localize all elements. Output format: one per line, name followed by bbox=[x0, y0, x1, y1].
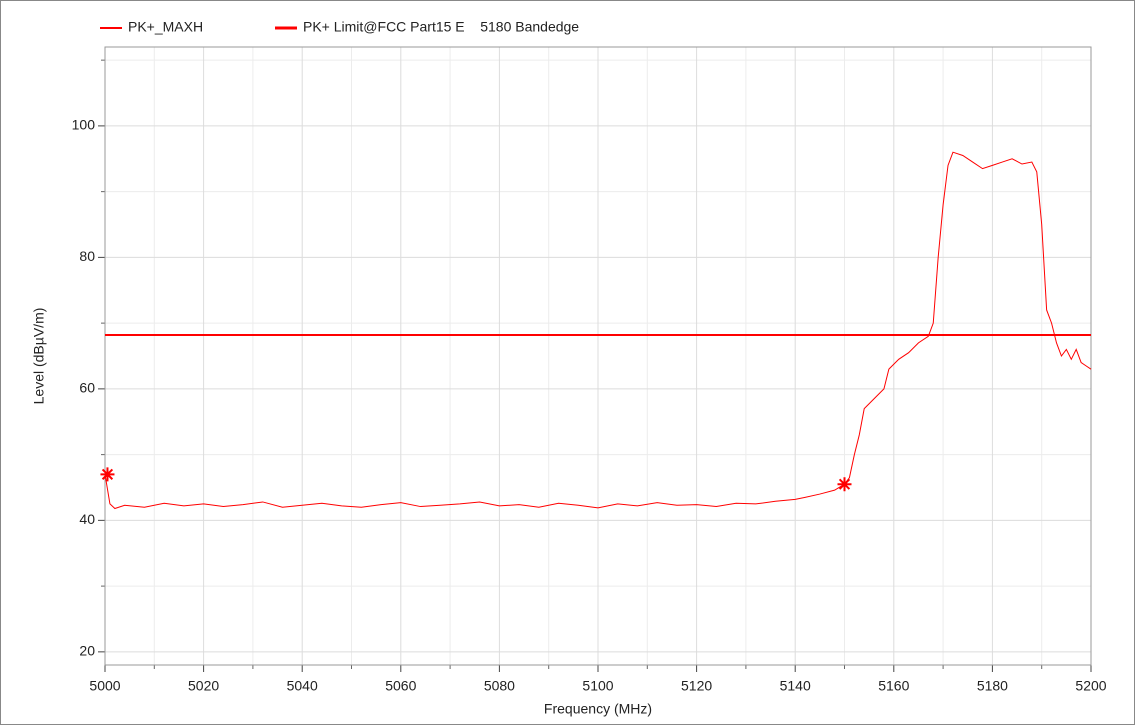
y-tick-label: 100 bbox=[72, 117, 96, 133]
x-tick-label: 5000 bbox=[89, 678, 120, 694]
x-tick-label: 5180 bbox=[977, 678, 1008, 694]
legend-label: PK+_MAXH bbox=[128, 19, 203, 35]
x-tick-label: 5100 bbox=[582, 678, 613, 694]
y-tick-label: 60 bbox=[79, 380, 95, 396]
x-tick-label: 5120 bbox=[681, 678, 712, 694]
x-tick-label: 5200 bbox=[1075, 678, 1106, 694]
x-tick-label: 5160 bbox=[878, 678, 909, 694]
marker bbox=[837, 477, 852, 492]
x-tick-label: 5140 bbox=[780, 678, 811, 694]
y-tick-label: 40 bbox=[79, 511, 95, 527]
legend-label: PK+ Limit@FCC Part15 E 5180 Bandedge bbox=[303, 19, 579, 35]
y-tick-label: 20 bbox=[79, 643, 95, 659]
x-tick-label: 5040 bbox=[287, 678, 318, 694]
y-axis-label: Level (dBµV/m) bbox=[31, 308, 47, 405]
x-tick-label: 5020 bbox=[188, 678, 219, 694]
series-line bbox=[104, 151, 1092, 510]
y-tick-label: 80 bbox=[79, 248, 95, 264]
plot-border bbox=[104, 46, 1092, 666]
x-axis-label: Frequency (MHz) bbox=[544, 701, 652, 717]
marker bbox=[100, 467, 115, 482]
x-tick-label: 5060 bbox=[385, 678, 416, 694]
x-tick-label: 5080 bbox=[484, 678, 515, 694]
